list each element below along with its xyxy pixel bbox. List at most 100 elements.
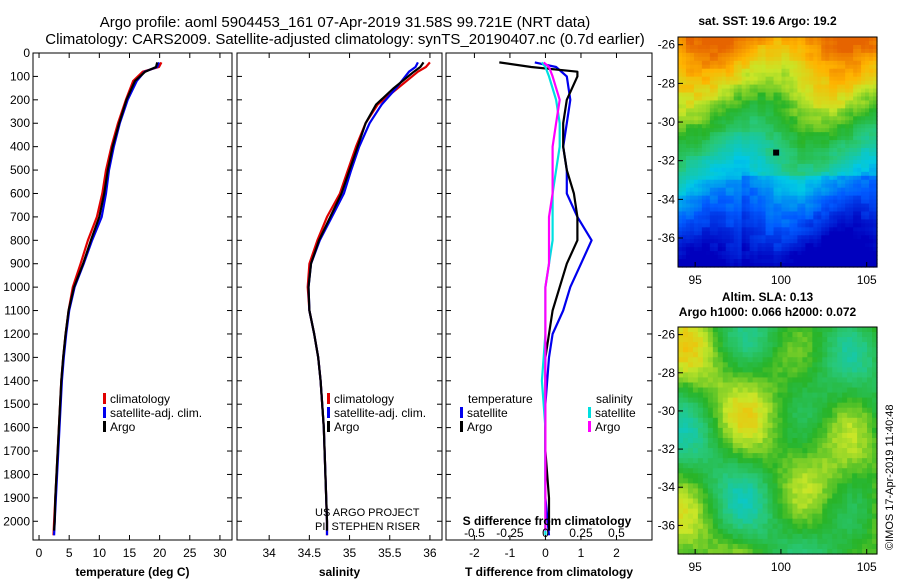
map-cell [773, 159, 779, 165]
map-cell [785, 112, 791, 117]
map-cell [722, 488, 729, 495]
map-cell [697, 243, 703, 248]
map-cell [825, 56, 830, 62]
map-cell [693, 179, 699, 185]
map-cell [792, 327, 798, 333]
map-cell [737, 64, 743, 70]
map-cell [773, 183, 779, 189]
map-cell [842, 463, 848, 469]
map-cell [853, 100, 858, 106]
map-cell [837, 187, 842, 193]
map-cell [729, 227, 735, 232]
map-cell [705, 207, 711, 213]
map-cell [713, 40, 719, 46]
map-cell [861, 251, 866, 256]
map-cell [829, 243, 834, 248]
map-cell [678, 247, 683, 252]
map-cell [681, 251, 687, 256]
map-cell [732, 397, 739, 404]
map-cell [761, 223, 767, 228]
map-cell [753, 128, 759, 133]
map-cell [682, 332, 689, 338]
map-cell [789, 132, 795, 137]
map-cell [873, 68, 878, 74]
map-cell [842, 342, 848, 348]
map-cell [678, 187, 683, 193]
map-cell [809, 48, 814, 54]
map-cell [713, 235, 719, 240]
map-cell [769, 124, 775, 129]
map-cell [797, 37, 802, 42]
map-cell [857, 443, 863, 449]
map-cell [697, 187, 703, 193]
map-cell [782, 478, 789, 484]
map-cell [797, 518, 803, 525]
map-cell [841, 223, 846, 228]
map-cell [785, 72, 791, 78]
map-cell [772, 437, 779, 444]
map-cell [789, 251, 795, 256]
map-cell [857, 152, 862, 157]
map-cell [712, 367, 719, 373]
map-cell [785, 60, 791, 66]
map-cell [742, 533, 749, 540]
salinity-legend-0-marker [327, 393, 330, 404]
map-cell [733, 235, 739, 240]
map-cell [709, 88, 715, 94]
map-cell [765, 148, 771, 153]
map-cell [761, 155, 767, 161]
map-cell [841, 44, 846, 50]
map-cell [797, 352, 803, 358]
map-cell [742, 528, 749, 535]
map-cell [687, 468, 694, 474]
map-cell [781, 144, 787, 149]
map-cell [802, 518, 808, 525]
map-cell [832, 387, 838, 394]
map-cell [733, 159, 739, 165]
map-cell [813, 124, 818, 129]
map-cell [829, 183, 834, 189]
map-cell [812, 362, 818, 368]
map-cell [752, 372, 759, 379]
map-cell [801, 231, 806, 236]
map-cell [757, 412, 764, 419]
map-cell [817, 402, 823, 409]
map-cell [692, 543, 699, 550]
map-cell [821, 136, 826, 141]
map-cell [829, 235, 834, 240]
map-cell [862, 513, 868, 520]
map-cell [737, 183, 743, 189]
map-cell [849, 159, 854, 165]
map-cell [801, 52, 806, 58]
map-cell [842, 402, 848, 409]
map-cell [697, 478, 704, 484]
map-cell [853, 40, 858, 46]
map-cell [767, 377, 774, 384]
map-cell [842, 407, 848, 414]
map-cell [872, 332, 878, 338]
map-cell [752, 417, 759, 424]
map-cell [689, 243, 695, 248]
map-cell [742, 377, 749, 384]
map-cell [797, 136, 802, 141]
map-cell [678, 72, 683, 78]
map-cell [852, 458, 858, 464]
map-cell [701, 235, 707, 240]
map-cell [797, 191, 802, 197]
map-cell [713, 183, 719, 189]
map-cell [765, 159, 771, 165]
map-cell [861, 155, 866, 161]
map-cell [832, 352, 838, 358]
map-cell [805, 163, 810, 169]
map-cell [705, 144, 711, 149]
map-cell [747, 377, 754, 384]
map-cell [813, 207, 818, 213]
map-cell [801, 104, 806, 109]
map-cell [777, 533, 784, 540]
map-cell [821, 155, 826, 161]
map-cell [797, 144, 802, 149]
map-cell [767, 523, 774, 530]
map-cell [701, 108, 707, 113]
map-cell [761, 52, 767, 58]
map-cell [802, 488, 808, 495]
